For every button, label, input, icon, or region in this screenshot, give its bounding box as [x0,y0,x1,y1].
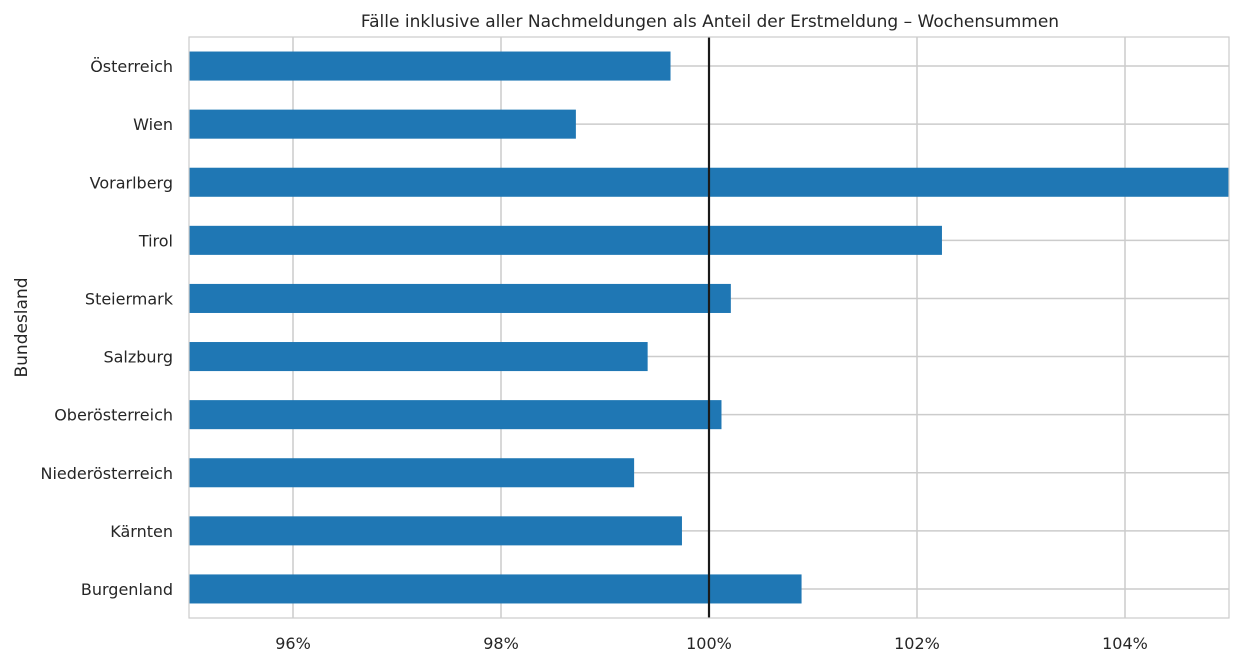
bar-oesterreich [189,51,671,81]
bar-salzburg [189,342,648,372]
x-tick-label: 96% [275,634,311,653]
y-tick-label: Salzburg [103,348,173,367]
bar-niederoesterreich [189,458,635,488]
x-tick-label: 100% [686,634,732,653]
x-tick-labels: 96% 98% 100% 102% 104% [275,634,1148,653]
bar-steiermark [189,283,731,313]
y-tick-label: Tirol [138,231,173,250]
y-tick-labels: Österreich Wien Vorarlberg Tirol Steiermark S… [41,57,174,599]
bar-kaernten [189,516,682,546]
bar-burgenland [189,574,802,604]
y-tick-label: Kärnten [110,522,173,541]
y-tick-label: Oberösterreich [54,406,173,425]
y-tick-label: Burgenland [81,580,173,599]
y-tick-label: Steiermark [85,289,174,308]
bar-oberoesterreich [189,400,722,430]
x-tick-label: 104% [1102,634,1148,653]
axes-frame [188,36,1230,619]
x-tick-label: 98% [483,634,519,653]
y-tick-label: Wien [133,115,173,134]
y-tick-label: Niederösterreich [41,464,173,483]
y-tick-label: Österreich [90,57,173,76]
bar-tirol [189,225,942,255]
chart-title: Fälle inklusive aller Nachmeldungen als … [361,12,1059,32]
y-tick-label: Vorarlberg [90,173,173,192]
x-tick-label: 102% [894,634,940,653]
y-axis-label: Bundesland [12,277,32,377]
bar-wien [189,109,576,139]
